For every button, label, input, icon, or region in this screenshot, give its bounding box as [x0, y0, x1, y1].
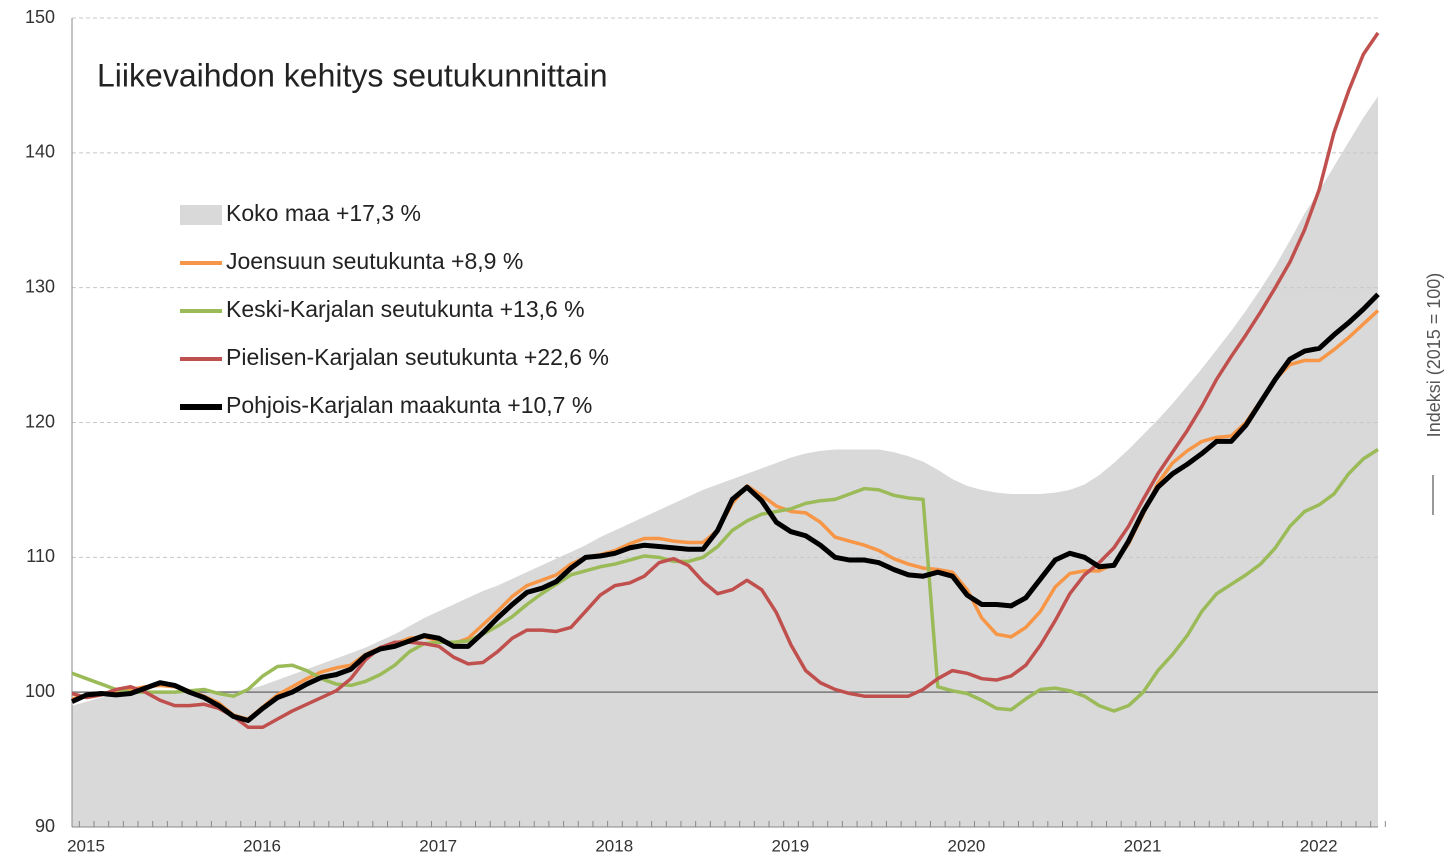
- y-tick-label: 110: [26, 546, 55, 566]
- legend-swatch: [180, 205, 222, 225]
- y-axis-label: Indeksi (2015 = 100): [1424, 273, 1444, 438]
- y-tick-label: 120: [25, 411, 55, 431]
- y-tick-label: 100: [25, 681, 55, 701]
- x-tick-label: 2021: [1124, 836, 1162, 855]
- chart-title: Liikevaihdon kehitys seutukunnittain: [97, 57, 608, 93]
- x-tick-label: 2020: [948, 836, 986, 855]
- y-tick-label: 150: [25, 7, 55, 27]
- y-tick-label: 90: [35, 816, 55, 836]
- x-tick-label: 2016: [243, 836, 281, 855]
- legend-label: Koko maa +17,3 %: [226, 200, 421, 226]
- line: [71, 447, 1379, 713]
- line: [70, 292, 1380, 723]
- x-tick-label: 2019: [771, 836, 809, 855]
- x-tick-label: 2017: [419, 836, 457, 855]
- x-tick-label: 2022: [1300, 836, 1338, 855]
- x-tick-label: 2015: [67, 836, 105, 855]
- legend-label: Joensuun seutukunta +8,9 %: [226, 248, 523, 274]
- legend-label: Pielisen-Karjalan seutukunta +22,6 %: [226, 344, 609, 370]
- y-tick-label: 140: [25, 142, 55, 162]
- x-tick-label: 2018: [595, 836, 633, 855]
- legend-label: Keski-Karjalan seutukunta +13,6 %: [226, 296, 585, 322]
- legend-label: Pohjois-Karjalan maakunta +10,7 %: [226, 392, 592, 418]
- y-tick-label: 130: [25, 276, 55, 296]
- line: [71, 31, 1380, 729]
